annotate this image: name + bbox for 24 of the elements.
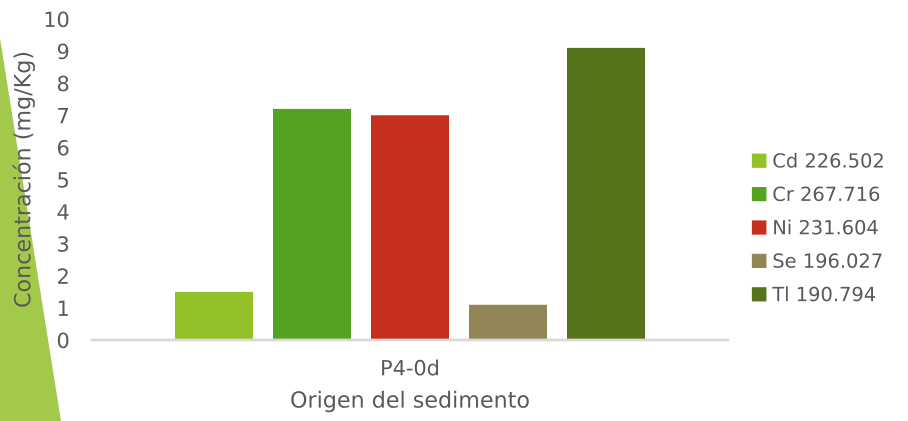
bar xyxy=(567,48,645,340)
legend-label: Tl 190.794 xyxy=(772,286,876,302)
y-tick-label: 4 xyxy=(58,204,69,220)
x-tick-label: P4-0d xyxy=(382,359,438,376)
y-tick-label: 3 xyxy=(58,236,68,252)
bar xyxy=(469,304,547,340)
y-tick-label: 5 xyxy=(58,172,68,188)
y-tick-label: 6 xyxy=(58,140,68,156)
bar xyxy=(175,292,253,340)
y-tick-label: 0 xyxy=(58,332,68,348)
y-tick-label: 2 xyxy=(58,268,68,284)
legend-label: Ni 231.604 xyxy=(774,220,878,235)
legend-label: Se 196.027 xyxy=(774,253,882,268)
y-tick-label: 8 xyxy=(58,76,68,92)
y-tick-label: 10 xyxy=(46,11,68,28)
y-tick-label: 9 xyxy=(58,44,68,60)
bar xyxy=(273,108,351,340)
x-axis-title: Origen del sedimento xyxy=(291,390,529,412)
legend-label: Cd 226.502 xyxy=(773,152,883,168)
y-tick-label: 7 xyxy=(58,108,68,124)
y-tick-label: 1 xyxy=(58,300,68,316)
legend-label: Cr 267.716 xyxy=(773,186,880,202)
y-axis-title: Concentración (mg/Kg) xyxy=(12,52,35,307)
bar xyxy=(371,115,449,340)
